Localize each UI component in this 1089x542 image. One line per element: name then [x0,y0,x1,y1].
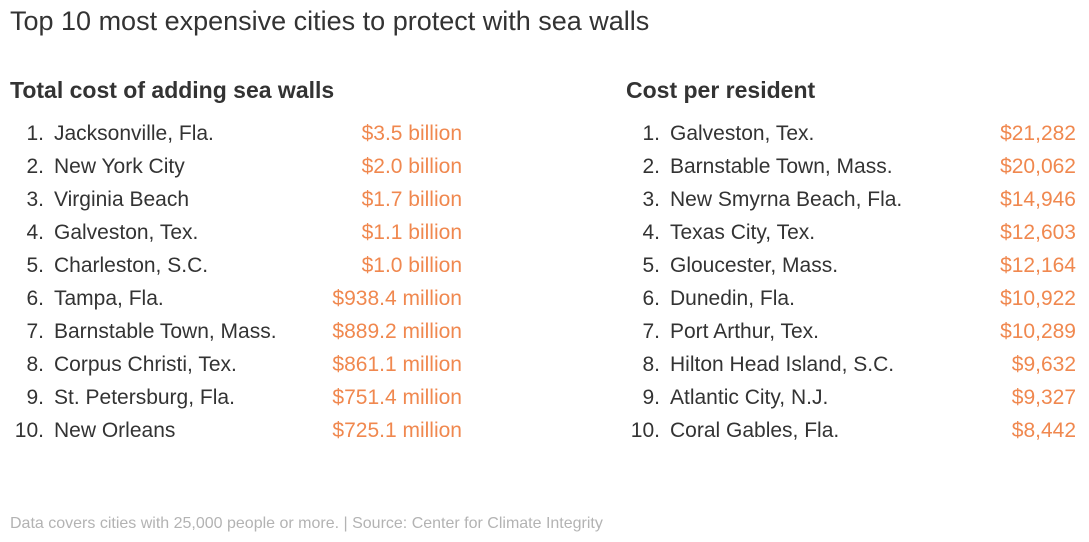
value-label: $3.5 billion [361,122,462,145]
table-row: 4. Texas City, Tex. $12,603 [626,216,1076,249]
value-label: $21,282 [1000,122,1076,145]
city-label: Port Arthur, Tex. [670,320,820,343]
rank-label: 4. [642,221,660,244]
value-label: $1.0 billion [361,254,462,277]
table-row: 9. Atlantic City, N.J. $9,327 [626,381,1076,414]
city-label: St. Petersburg, Fla. [54,386,235,409]
city-label: Tampa, Fla. [54,287,164,310]
cost-per-resident-panel: Cost per resident 1. Galveston, Tex. $21,2… [626,72,1076,447]
city-label: New Orleans [54,419,176,442]
value-label: $751.4 million [332,386,462,409]
value-label: $2.0 billion [361,155,462,178]
rank-label: 3. [642,188,660,211]
value-label: $8,442 [1011,419,1076,442]
rank-label: 10. [14,419,44,442]
value-label: $10,922 [1000,287,1076,310]
value-label: $938.4 million [332,287,462,310]
city-label: Barnstable Town, Mass. [54,320,277,343]
table-row: 5. Charleston, S.C. $1.0 billion [10,249,462,282]
table-row: 3. New Smyrna Beach, Fla. $14,946 [626,183,1076,216]
value-label: $1.1 billion [361,221,462,244]
table-row: 1. Jacksonville, Fla. $3.5 billion [10,117,462,150]
rank-label: 6. [26,287,44,310]
value-label: $1.7 billion [361,188,462,211]
table-row: 8. Hilton Head Island, S.C. $9,632 [626,348,1076,381]
table-row: 6. Dunedin, Fla. $10,922 [626,282,1076,315]
table-row: 7. Port Arthur, Tex. $10,289 [626,315,1076,348]
rank-label: 9. [26,386,44,409]
table-row: 2. New York City $2.0 billion [10,150,462,183]
rank-label: 1. [26,122,44,145]
value-label: $889.2 million [332,320,462,343]
rank-label: 6. [642,287,660,310]
total-cost-panel: Total cost of adding sea walls 1. Jackson… [10,72,462,447]
city-label: New York City [54,155,185,178]
table-row: 2. Barnstable Town, Mass. $20,062 [626,150,1076,183]
table-row: 10. Coral Gables, Fla. $8,442 [626,414,1076,447]
city-label: Charleston, S.C. [54,254,209,277]
city-label: Gloucester, Mass. [670,254,839,277]
rank-label: 2. [26,155,44,178]
city-label: Texas City, Tex. [670,221,816,244]
city-label: New Smyrna Beach, Fla. [670,188,903,211]
value-label: $14,946 [1000,188,1076,211]
rank-label: 8. [642,353,660,376]
rank-label: 5. [642,254,660,277]
rank-label: 7. [26,320,44,343]
rank-label: 1. [642,122,660,145]
city-label: Corpus Christi, Tex. [54,353,237,376]
value-label: $10,289 [1000,320,1076,343]
rank-label: 2. [642,155,660,178]
city-label: Virginia Beach [54,188,190,211]
value-label: $12,164 [1000,254,1076,277]
table-row: 1. Galveston, Tex. $21,282 [626,117,1076,150]
cost-per-resident-list: 1. Galveston, Tex. $21,282 2. Barnstable Tow… [626,117,1076,447]
rank-label: 7. [642,320,660,343]
value-label: $9,632 [1011,353,1076,376]
value-label: $9,327 [1011,386,1076,409]
city-label: Jacksonville, Fla. [54,122,214,145]
value-label: $12,603 [1000,221,1076,244]
value-label: $861.1 million [332,353,462,376]
city-label: Hilton Head Island, S.C. [670,353,895,376]
footnote: Data covers cities with 25,000 people or… [10,515,603,532]
table-row: 4. Galveston, Tex. $1.1 billion [10,216,462,249]
rank-label: 10. [630,419,660,442]
table-row: 7. Barnstable Town, Mass. $889.2 million [10,315,462,348]
rank-label: 8. [26,353,44,376]
table-row: 3. Virginia Beach $1.7 billion [10,183,462,216]
rank-label: 3. [26,188,44,211]
city-label: Dunedin, Fla. [670,287,795,310]
table-row: 6. Tampa, Fla. $938.4 million [10,282,462,315]
table-row: 5. Gloucester, Mass. $12,164 [626,249,1076,282]
rank-label: 9. [642,386,660,409]
rank-label: 4. [26,221,44,244]
city-label: Atlantic City, N.J. [670,386,829,409]
rank-label: 5. [26,254,44,277]
cost-per-resident-heading: Cost per resident [626,77,816,103]
table-row: 8. Corpus Christi, Tex. $861.1 million [10,348,462,381]
total-cost-heading: Total cost of adding sea walls [10,77,335,103]
city-label: Galveston, Tex. [670,122,815,145]
table-row: 9. St. Petersburg, Fla. $751.4 million [10,381,462,414]
table-row: 10. New Orleans $725.1 million [10,414,462,447]
city-label: Barnstable Town, Mass. [670,155,893,178]
total-cost-list: 1. Jacksonville, Fla. $3.5 billion 2. New Yo… [10,117,462,447]
city-label: Coral Gables, Fla. [670,419,840,442]
value-label: $20,062 [1000,155,1076,178]
city-label: Galveston, Tex. [54,221,199,244]
value-label: $725.1 million [332,419,462,442]
chart-title: Top 10 most expensive cities to protect … [10,6,650,36]
